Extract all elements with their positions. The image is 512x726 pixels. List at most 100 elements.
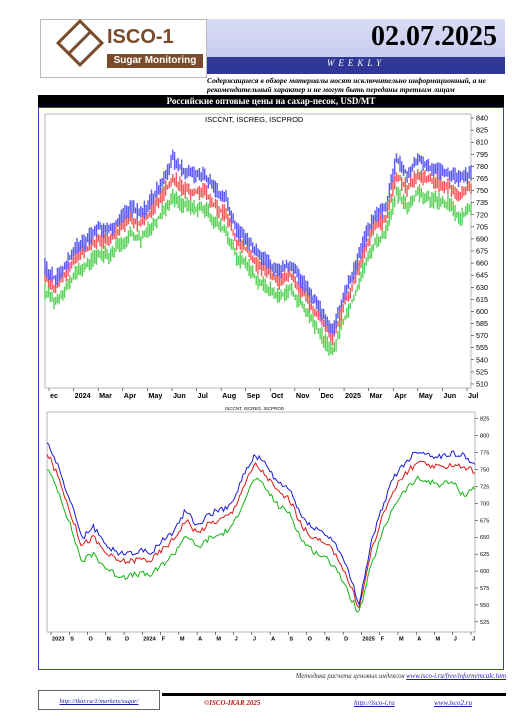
x-tick-label: D [125,637,129,643]
x-tick-label: J [472,637,475,643]
footer-rule [162,693,506,696]
footer-link-isco-i[interactable]: http://isco-i.ru [354,699,395,707]
y-tick-label: 795 [476,150,488,159]
x-tick-label: Dec [320,391,333,400]
x-tick-label: A [417,637,421,643]
y-tick-label: 735 [476,198,488,207]
x-tick-label: S [70,637,74,643]
y-tick-label: 825 [476,126,488,135]
plot-area [46,411,476,633]
y-tick-label: 690 [476,234,488,243]
y-tick-label: 750 [480,467,489,473]
logo-diamond-stroke [66,29,93,56]
x-tick-label: J [454,637,457,643]
x-tick-label: M [216,637,221,643]
y-tick-label: 775 [480,451,489,457]
x-tick-label: N [107,637,111,643]
y-tick-label: 585 [476,319,488,328]
disclaimer: Содержащиеся в обзоре материалы носят ис… [207,76,486,94]
report-date: 02.07.2025 [371,21,497,52]
x-tick-label: Jun [443,391,456,400]
x-tick-label: M [180,637,185,643]
footer-link-isco2[interactable]: www.isco2.ru [434,699,472,707]
x-tick-label: J [253,637,256,643]
logo-subtitle: Sugar Monitoring [107,54,203,68]
method-note: Методика расчета ценовых индексов www.is… [230,673,506,680]
x-tick-label: 2025 [362,637,374,643]
y-tick-label: 540 [476,355,488,364]
x-tick-label: 2024 [75,391,91,400]
x-tick-label: Apr [394,391,407,400]
x-tick-label: ec [50,391,58,400]
footer-left-link[interactable]: http://ikar.ru/1/markets/sugar/ [38,690,160,710]
x-tick-label: F [162,637,166,643]
x-tick-label: Sep [247,391,261,400]
x-tick-label: 2025 [345,391,361,400]
series-prod-line [46,469,476,613]
charts-frame: ISCCNT, ISCREG, ISCPROD 510 525 540 555 570 58… [38,107,504,670]
date-band: 02.07.2025 [207,19,505,57]
x-tick-label: Jul [468,391,478,400]
y-tick-label: 555 [476,343,488,352]
x-tick-label: S [289,637,293,643]
x-tick-label: Apr [124,391,137,400]
x-tick-label: A [271,637,275,643]
y-tick-label: 810 [476,138,488,147]
x-tick-label: N [326,637,330,643]
y-tick-label: 720 [476,210,488,219]
y-tick-label: 600 [476,307,488,316]
logo-diamond-icon [55,18,105,68]
x-tick-label: 2023 [52,637,64,643]
x-tick-label: F [381,637,385,643]
footer: http://ikar.ru/1/markets/sugar/ ©ISCO-IK… [38,690,508,710]
section-title: Российские оптовые цены на сахар-песок, … [38,95,504,107]
x-tick-label: Oct [271,391,284,400]
x-tick-label: Mar [370,391,383,400]
x-tick-label: O [308,637,313,643]
y-tick-label: 800 [480,434,489,440]
y-tick-label: 650 [480,535,489,541]
x-tick-label: Jun [173,391,186,400]
x-tick-label: Jul [198,391,208,400]
y-tick-label: 660 [476,259,488,268]
x-tick-label: M [399,637,404,643]
y-tick-label: 840 [476,114,488,123]
series-cnt-line [46,442,476,606]
logo: ISCO-1 Sugar Monitoring [40,18,207,78]
edition-label: WEEKLY [326,58,386,68]
x-tick-label: Mar [99,391,112,400]
x-tick-label: D [344,637,348,643]
y-tick-label: 675 [480,518,489,524]
method-link[interactable]: www.isco-i.ru/free/inform/mcalc.htm [406,673,506,680]
y-tick-label: 725 [480,484,489,490]
x-tick-label: 2024 [143,637,156,643]
y-tick-label: 705 [476,222,488,231]
y-tick-label: 700 [480,501,489,507]
y-tick-label: 630 [476,283,488,292]
y-tick-label: 575 [480,586,489,592]
edition-band: WEEKLY [207,57,505,74]
y-tick-label: 525 [480,620,489,626]
y-tick-label: 525 [476,367,488,376]
y-tick-label: 600 [480,569,489,575]
series-reg-line [46,454,476,609]
y-tick-label: 645 [476,271,488,280]
y-tick-label: 615 [476,295,488,304]
x-tick-label: May [419,391,433,400]
x-tick-label: M [435,637,440,643]
x-tick-label: Nov [296,391,310,400]
footer-copyright: ©ISCO-IKAR 2025 [204,699,261,707]
x-tick-label: May [148,391,162,400]
y-tick-label: 510 [476,379,488,388]
method-note-text: Методика расчета ценовых индексов [295,673,405,680]
logo-title: ISCO-1 [107,26,174,48]
y-tick-label: 750 [476,186,488,195]
x-tick-label: A [198,637,202,643]
y-tick-label: 675 [476,247,488,256]
y-tick-label: 625 [480,552,489,558]
chart-top: ISCCNT, ISCREG, ISCPROD 510 525 540 555 570 58… [44,114,488,400]
chart-bottom: ISCCNT, ISCREG, ISCPROD 525 550 575 600 625 65… [46,406,489,643]
x-tick-label: O [89,637,94,643]
chart-title: ISCCNT, ISCREG, ISCPROD [225,406,285,411]
y-tick-label: 570 [476,331,488,340]
